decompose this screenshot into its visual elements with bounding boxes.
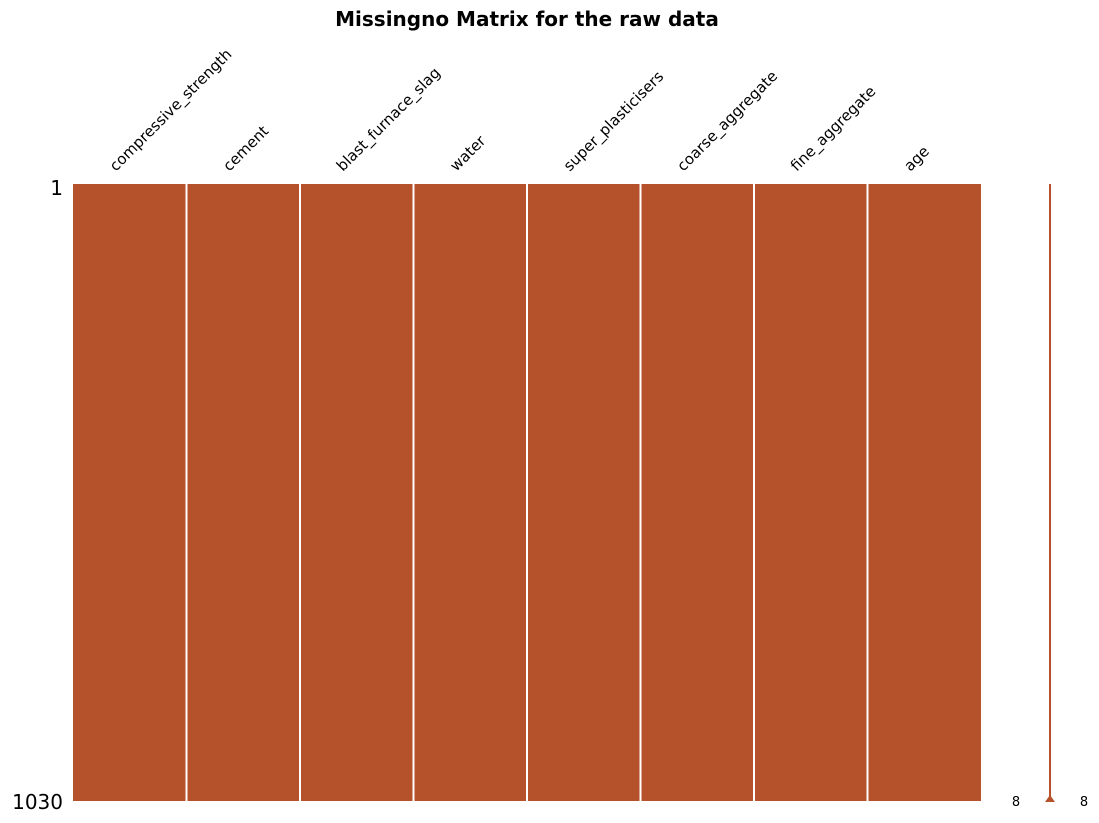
matrix-column-cement: [186, 184, 300, 801]
matrix-column-fine_aggregate: [754, 184, 868, 801]
chart-title: Missingno Matrix for the raw data: [335, 7, 719, 31]
column-label-fine_aggregate: fine_aggregate: [787, 82, 880, 175]
sparkline-marker: [1045, 795, 1055, 802]
matrix-column-compressive_strength: [73, 184, 187, 801]
row-label-last: 1030: [12, 790, 63, 814]
row-labels: 1 1030: [12, 176, 63, 814]
matrix-column-age: [867, 184, 981, 801]
column-label-coarse_aggregate: coarse_aggregate: [673, 67, 782, 176]
matrix-column-blast_furnace_slag: [300, 184, 414, 801]
matrix-column-water: [413, 184, 527, 801]
sparkline-min-label: 8: [1012, 795, 1020, 810]
column-label-super_plasticisers: super_plasticisers: [560, 67, 668, 175]
sparkline-max-label: 8: [1080, 795, 1088, 810]
matrix-column-coarse_aggregate: [640, 184, 754, 801]
column-label-compressive_strength: compressive_strength: [106, 45, 236, 175]
row-label-first: 1: [50, 176, 63, 200]
column-label-blast_furnace_slag: blast_furnace_slag: [333, 64, 445, 176]
matrix-column-super_plasticisers: [527, 184, 641, 801]
matrix-body: [73, 184, 981, 801]
column-label-cement: cement: [219, 122, 272, 175]
column-label-water: water: [446, 131, 490, 175]
column-label-age: age: [900, 142, 932, 174]
